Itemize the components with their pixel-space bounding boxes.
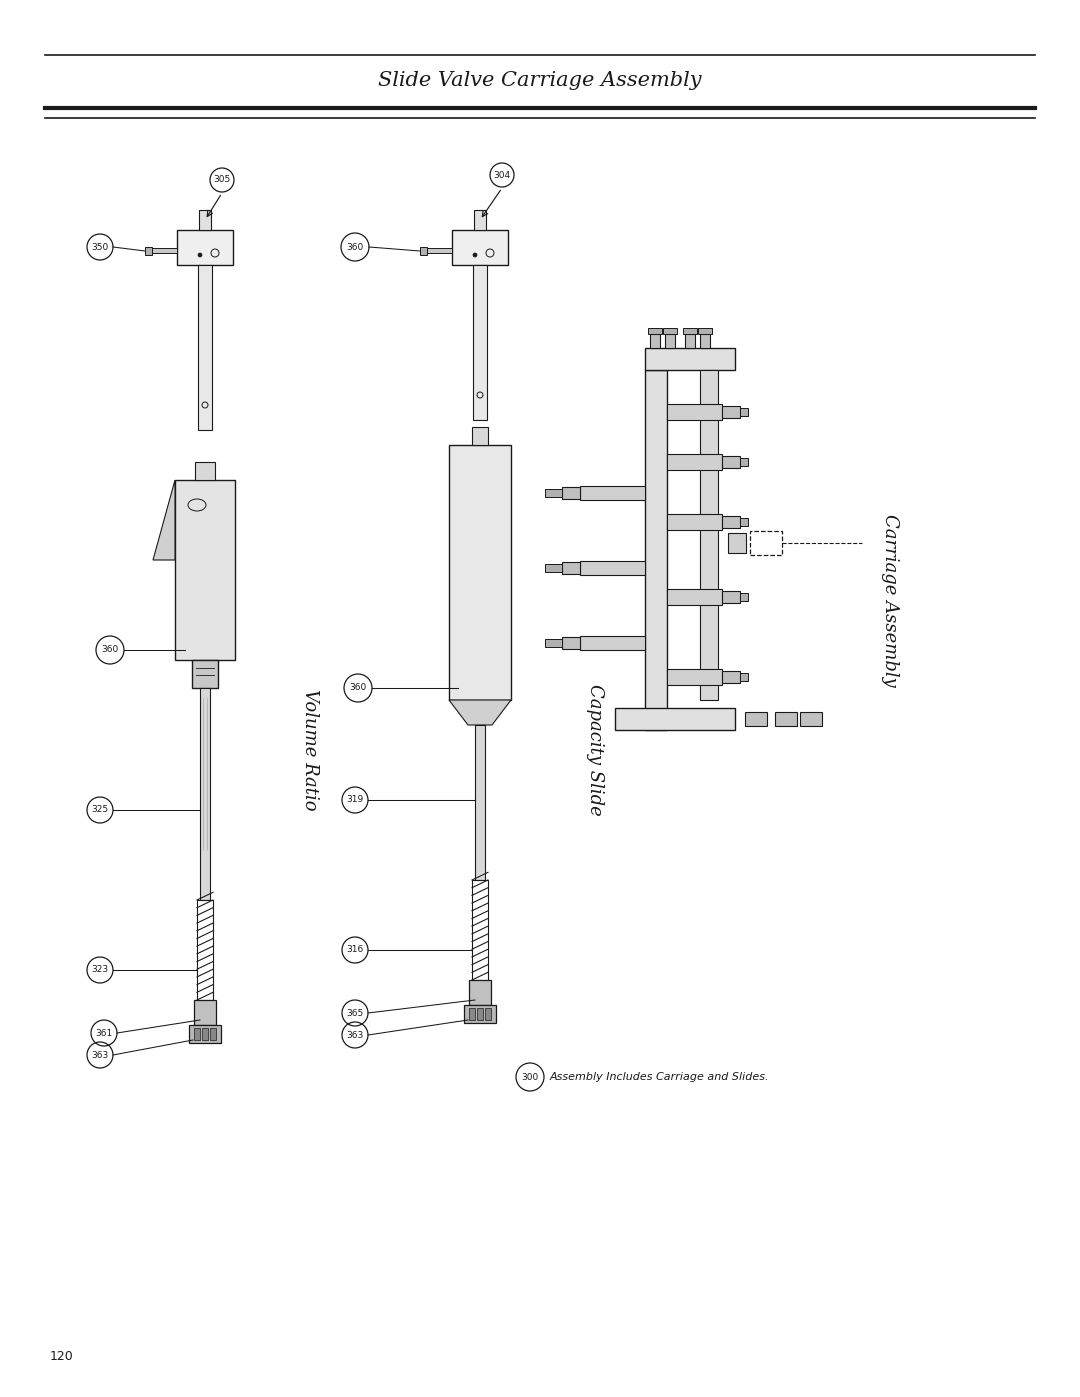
- Bar: [580, 486, 645, 500]
- Bar: [728, 534, 746, 553]
- Circle shape: [198, 253, 202, 257]
- Bar: [700, 370, 718, 700]
- Bar: [775, 712, 797, 726]
- Polygon shape: [449, 700, 511, 725]
- Bar: [750, 531, 782, 555]
- Bar: [477, 1009, 483, 1020]
- Bar: [698, 328, 712, 334]
- Text: Carriage Assembly: Carriage Assembly: [881, 514, 899, 686]
- Bar: [145, 247, 152, 256]
- Text: 300: 300: [522, 1073, 539, 1081]
- Bar: [545, 638, 562, 647]
- Text: 304: 304: [494, 170, 511, 179]
- Bar: [449, 446, 511, 700]
- Bar: [615, 708, 735, 731]
- Text: 316: 316: [347, 946, 364, 954]
- Bar: [562, 488, 580, 499]
- Text: Capacity Slide: Capacity Slide: [586, 685, 604, 816]
- Bar: [474, 210, 486, 231]
- Text: 365: 365: [347, 1009, 364, 1017]
- Bar: [723, 671, 740, 683]
- Bar: [175, 481, 235, 659]
- Bar: [485, 1009, 491, 1020]
- Bar: [740, 592, 748, 601]
- Bar: [650, 334, 660, 348]
- Bar: [200, 687, 210, 900]
- Bar: [700, 334, 710, 348]
- Text: 361: 361: [95, 1028, 112, 1038]
- Bar: [667, 404, 723, 420]
- Bar: [667, 454, 723, 469]
- Bar: [723, 515, 740, 528]
- Bar: [740, 408, 748, 416]
- Text: Assembly Includes Carriage and Slides.: Assembly Includes Carriage and Slides.: [550, 1071, 769, 1083]
- Bar: [740, 673, 748, 680]
- Bar: [152, 249, 177, 253]
- Bar: [723, 407, 740, 418]
- Bar: [745, 712, 767, 726]
- Bar: [192, 659, 218, 687]
- Bar: [177, 231, 233, 265]
- Bar: [473, 265, 487, 420]
- Bar: [472, 880, 488, 981]
- Bar: [562, 562, 580, 574]
- Bar: [210, 1028, 216, 1039]
- Bar: [665, 334, 675, 348]
- Bar: [645, 370, 667, 731]
- Polygon shape: [153, 481, 175, 560]
- Bar: [663, 328, 677, 334]
- Bar: [199, 210, 211, 231]
- Bar: [580, 636, 645, 650]
- Bar: [194, 1028, 200, 1039]
- Bar: [800, 712, 822, 726]
- Bar: [464, 1004, 496, 1023]
- Bar: [580, 562, 645, 576]
- Text: 360: 360: [349, 683, 366, 693]
- Bar: [545, 564, 562, 571]
- Bar: [645, 348, 735, 370]
- Text: 350: 350: [92, 243, 109, 251]
- Bar: [197, 900, 213, 1000]
- Bar: [648, 328, 662, 334]
- Text: Slide Valve Carriage Assembly: Slide Valve Carriage Assembly: [378, 70, 702, 89]
- Bar: [723, 455, 740, 468]
- Text: 360: 360: [347, 243, 364, 251]
- Bar: [469, 981, 491, 1004]
- Bar: [472, 427, 488, 446]
- Text: Volume Ratio: Volume Ratio: [301, 689, 319, 810]
- Bar: [545, 489, 562, 497]
- Bar: [667, 669, 723, 685]
- Bar: [475, 725, 485, 880]
- Bar: [453, 231, 508, 265]
- Bar: [427, 249, 453, 253]
- Bar: [195, 462, 215, 481]
- Bar: [469, 1009, 475, 1020]
- Bar: [740, 458, 748, 467]
- Bar: [667, 514, 723, 529]
- Text: 325: 325: [92, 806, 109, 814]
- Bar: [562, 637, 580, 650]
- Text: 120: 120: [50, 1351, 73, 1363]
- Text: 319: 319: [347, 795, 364, 805]
- Bar: [194, 1000, 216, 1025]
- Bar: [723, 591, 740, 604]
- Bar: [740, 518, 748, 527]
- Bar: [420, 247, 427, 256]
- Circle shape: [473, 253, 477, 257]
- Bar: [685, 334, 696, 348]
- Text: 305: 305: [214, 176, 231, 184]
- Text: 363: 363: [92, 1051, 109, 1059]
- Bar: [198, 265, 212, 430]
- Text: 360: 360: [102, 645, 119, 655]
- Bar: [202, 1028, 208, 1039]
- Bar: [189, 1025, 221, 1044]
- Bar: [667, 590, 723, 605]
- Text: 323: 323: [92, 965, 109, 975]
- Bar: [683, 328, 697, 334]
- Text: 363: 363: [347, 1031, 364, 1039]
